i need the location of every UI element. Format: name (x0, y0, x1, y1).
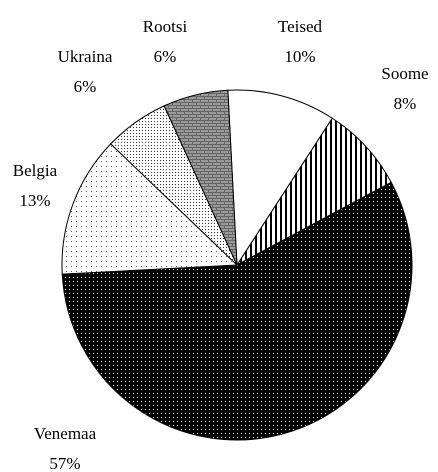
slice-value-label: 8% (394, 94, 417, 113)
slice-value-label: 57% (49, 454, 80, 472)
pie-slice (61, 181, 413, 441)
slice-label: Soome (381, 64, 428, 83)
slice-value-label: 6% (154, 47, 177, 66)
slice-value-label: 6% (74, 77, 97, 96)
pie-slice (61, 143, 239, 275)
slice-label: Venemaa (34, 424, 97, 443)
slice-label: Ukraina (58, 47, 113, 66)
pie-slice (163, 89, 238, 266)
slice-label: Teised (278, 17, 323, 36)
slice-value-label: 10% (284, 47, 315, 66)
slice-value-label: 13% (19, 191, 50, 210)
slice-label: Belgia (13, 161, 58, 180)
pie-slice (227, 89, 334, 267)
slice-label: Rootsi (143, 17, 188, 36)
